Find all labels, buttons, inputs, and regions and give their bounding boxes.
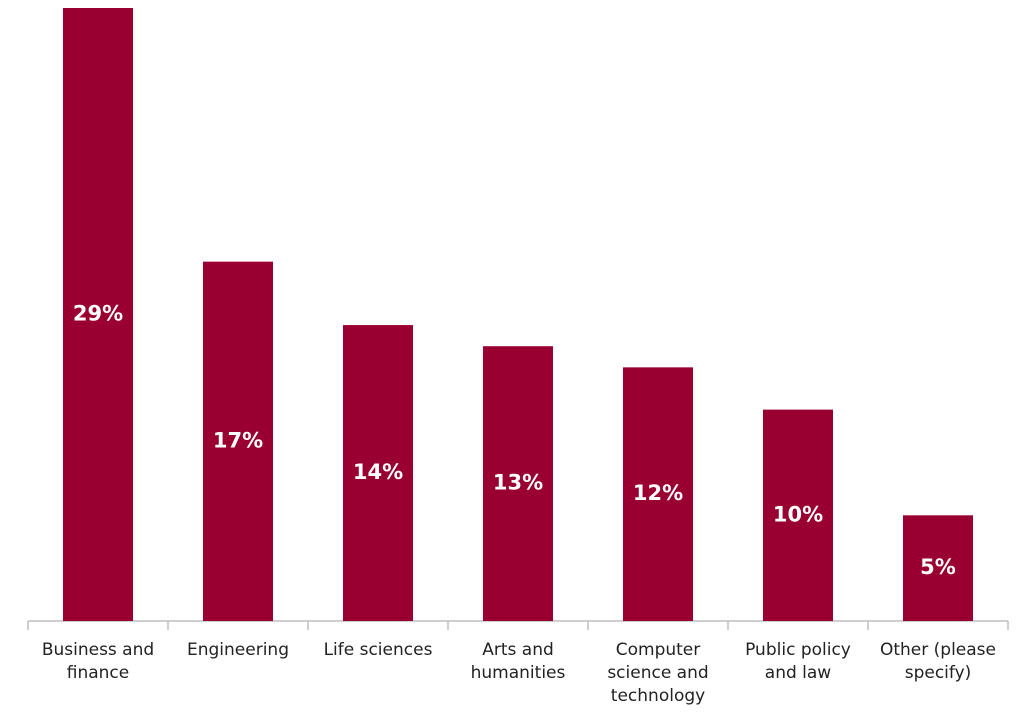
x-tick-label: Life sciences	[323, 640, 433, 660]
bar	[623, 367, 693, 621]
bar	[763, 409, 833, 621]
bar	[483, 346, 553, 621]
value-label: 13%	[493, 471, 543, 495]
value-label: 5%	[920, 555, 956, 579]
x-tick-label: Business and finance	[41, 640, 155, 683]
x-tick-label: Computer science and technology	[607, 640, 709, 706]
bar	[203, 261, 273, 621]
value-label: 29%	[73, 302, 123, 326]
x-tick-label: Arts and humanities	[470, 640, 566, 683]
value-label: 12%	[633, 481, 683, 505]
x-tick-label: Other (please specify)	[879, 640, 996, 683]
x-tick-label: Public policy and law	[745, 640, 851, 683]
value-label: 14%	[353, 460, 403, 484]
x-tick-label: Engineering	[187, 640, 289, 660]
value-label: 10%	[773, 502, 823, 526]
bar	[343, 325, 413, 621]
bar	[903, 515, 973, 621]
bar	[63, 8, 133, 621]
value-label: 17%	[213, 428, 263, 452]
